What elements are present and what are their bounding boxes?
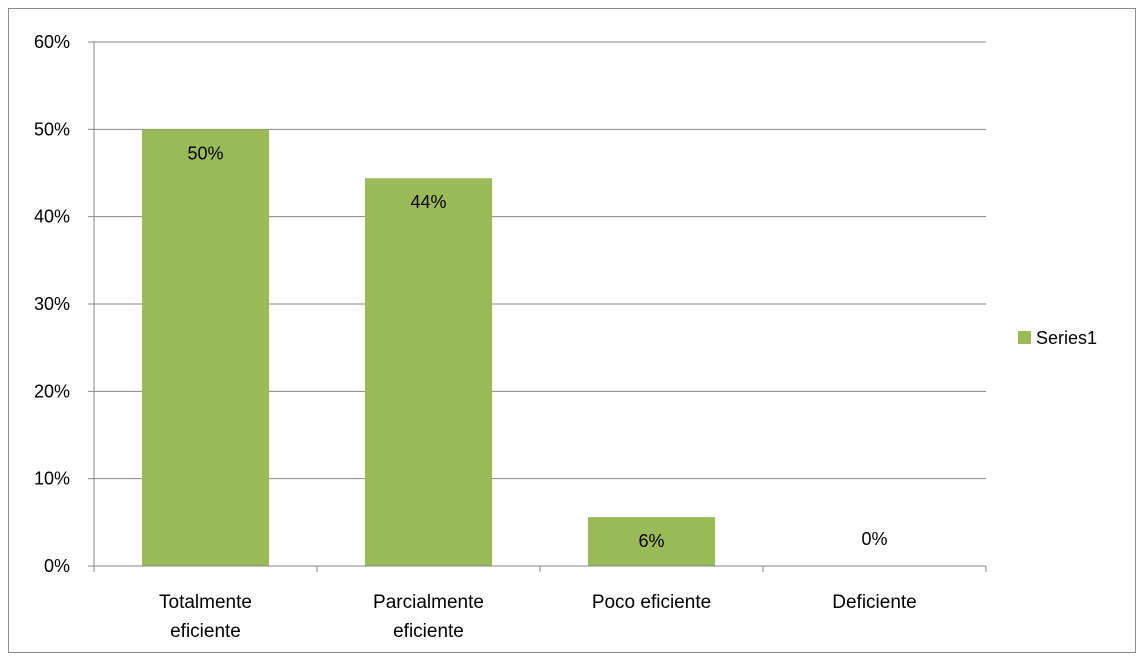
y-tick-label: 20% [34,381,70,401]
x-tick-label: Deficiente [832,592,917,613]
legend-label: Series1 [1036,328,1097,348]
data-label: 44% [410,192,446,212]
y-tick-label: 60% [34,32,70,52]
axes [88,41,987,572]
data-label: 0% [861,529,887,549]
data-label: 50% [187,143,223,163]
data-labels: 50% 44% 6% 0% [187,143,887,551]
legend: Series1 [1018,328,1097,348]
x-tick-label: Parcialmente [373,592,484,613]
y-tick-label: 0% [44,556,70,576]
bars [141,129,716,567]
x-tick-label: eficiente [393,621,464,642]
legend-swatch [1018,331,1031,344]
x-tick-label: Totalmente [159,592,252,613]
x-tick-labels: Totalmente eficiente Parcialmente eficiente… [159,592,917,642]
x-tick-label: eficiente [170,621,241,642]
data-label: 6% [638,531,664,551]
y-tick-label: 40% [34,207,70,227]
y-tick-label: 10% [34,469,70,489]
y-tick-label: 50% [34,119,70,139]
y-tick-labels: 0% 10% 20% 30% 40% 50% 60% [34,32,70,576]
y-tick-label: 30% [34,294,70,314]
bar [141,129,270,567]
bar [364,178,493,567]
x-tick-label: Poco eficiente [592,592,711,613]
bar [587,517,716,566]
